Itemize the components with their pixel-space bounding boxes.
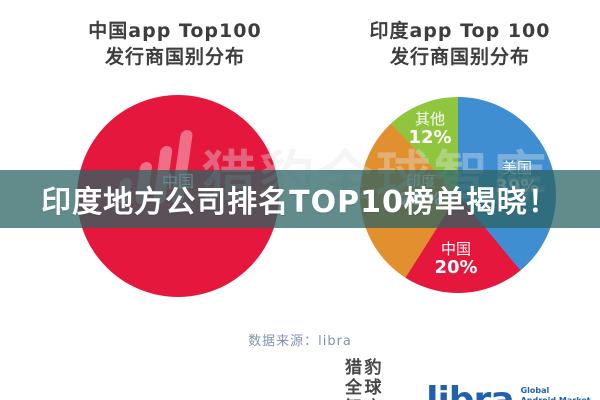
libra-logo: libra Global Android Market Analysis Pla… [426, 383, 600, 400]
segment-label-china: 中国 20% [424, 240, 488, 279]
india-pie-title-line2: 发行商国别分布 [389, 46, 530, 68]
china-pie-title-line1: 中国app Top100 [88, 20, 262, 42]
cheetah-logo-title: 猎豹全球智库 [345, 358, 384, 400]
libra-logo-tagline: Global Android Market Analysis Platform [521, 386, 600, 400]
segment-label-other: 其他 12% [398, 110, 462, 149]
segment-other-pct: 12% [408, 127, 452, 149]
data-source-note: 数据来源：libra [248, 334, 352, 349]
china-pie-title-line2: 发行商国别分布 [104, 46, 245, 68]
libra-tagline-line1: Global [520, 386, 550, 395]
china-pie-title: 中国app Top100 发行商国别分布 [55, 18, 295, 70]
libra-tagline-line2: Android Market [521, 396, 600, 400]
libra-logo-wordmark: libra [426, 383, 514, 400]
segment-china-pct: 20% [434, 257, 478, 279]
india-pie-title-line1: 印度app Top 100 [369, 20, 551, 42]
headline-text: 印度地方公司排名TOP10榜单揭晓！ [41, 185, 559, 220]
segment-china-name: 中国 [440, 240, 471, 258]
cheetah-think-tank-logo: 猎豹全球智库 数 据 引 领 认 知 [308, 358, 400, 400]
footer-logos: 猎豹全球智库 数 据 引 领 认 知 libra Global Android … [308, 358, 600, 400]
cheetah-logo-text: 猎豹全球智库 数 据 引 领 认 知 [345, 358, 400, 400]
segment-other-name: 其他 [414, 110, 445, 128]
india-pie-title: 印度app Top 100 发行商国别分布 [340, 18, 580, 70]
headline-banner: 印度地方公司排名TOP10榜单揭晓！ [0, 170, 600, 228]
